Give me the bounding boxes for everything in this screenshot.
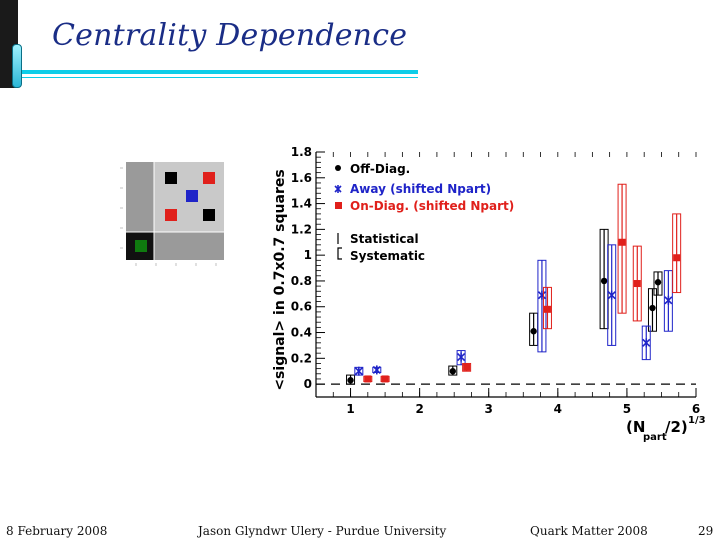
x-tick-label: 5 xyxy=(623,402,631,416)
legend-away: Away (shifted Npart) xyxy=(350,182,491,196)
y-tick-label: 0 xyxy=(304,377,312,391)
y-tick-label: 0.6 xyxy=(291,300,312,314)
title-underline-thin xyxy=(22,77,418,78)
svg-text:/2): /2) xyxy=(665,418,688,436)
title-underline xyxy=(22,70,418,74)
grid-square-on-diag-1 xyxy=(203,172,215,184)
y-tick-label: 0.2 xyxy=(291,351,312,365)
data-point-on-diag xyxy=(364,375,372,383)
legend-marker-away xyxy=(334,185,342,193)
x-tick-label: 3 xyxy=(485,402,493,416)
data-point-on-diag xyxy=(463,363,471,371)
y-axis-label: <signal> in 0.7x0.7 squares xyxy=(272,169,288,390)
data-point-on-diag xyxy=(673,254,681,262)
grid-square-off-diag-1 xyxy=(165,172,177,184)
legend-on-diag: On-Diag. (shifted Npart) xyxy=(350,199,514,213)
slide-title: Centrality Dependence xyxy=(52,18,408,53)
x-axis-label: (N part /2) 1/3 xyxy=(626,415,706,443)
svg-text:1/3: 1/3 xyxy=(688,415,706,426)
legend-systematic: Systematic xyxy=(350,249,425,263)
grid-square-off-diag-2 xyxy=(203,209,215,221)
data-point-on-diag xyxy=(543,305,551,313)
y-tick-label: 0.4 xyxy=(291,326,312,340)
chart-legend: Off-Diag. Away (shifted Npart) On-Diag. … xyxy=(334,162,514,263)
data-point-off-diag xyxy=(449,368,456,375)
y-tick-label: 1.4 xyxy=(291,197,312,211)
y-tick-label: 1.8 xyxy=(291,145,312,159)
grid-bottom-band xyxy=(154,232,224,260)
footer-author: Jason Glyndwr Ulery - Purdue University xyxy=(198,524,447,538)
chart-axes: 0 0.2 0.4 0.6 0.8 1 1.2 1.4 1.6 1.8 1 2 3 4 5 6 xyxy=(291,145,700,416)
y-tick-label: 0.8 xyxy=(291,274,312,288)
y-tick-label: 1 xyxy=(304,248,312,262)
x-tick-label: 4 xyxy=(554,402,562,416)
legend-marker-off-diag xyxy=(335,165,341,171)
grid-square-on-diag-2 xyxy=(165,209,177,221)
footer-page-number: 29 xyxy=(698,524,714,538)
data-point-away xyxy=(372,365,381,375)
grid-square-center xyxy=(186,190,198,202)
data-point-away xyxy=(607,290,616,300)
grid-left-band xyxy=(126,162,154,232)
data-point-off-diag xyxy=(654,279,662,286)
y-tick-label: 1.2 xyxy=(291,222,312,236)
corner-pill-decoration xyxy=(12,44,22,88)
x-tick-label: 1 xyxy=(346,402,354,416)
grid-tiny-ticks xyxy=(120,167,217,266)
legend-off-diag: Off-Diag. xyxy=(350,162,410,176)
data-point-away xyxy=(664,295,673,305)
data-point-on-diag xyxy=(381,375,389,383)
chart-marks xyxy=(346,183,682,385)
squares-grid-figure xyxy=(116,158,228,270)
data-point-away xyxy=(642,338,651,348)
x-tick-label: 6 xyxy=(692,402,700,416)
signal-centrality-chart: 0 0.2 0.4 0.6 0.8 1 1.2 1.4 1.6 1.8 1 2 3 4 5 6 Off-Dia… xyxy=(272,145,706,443)
data-point-off-diag xyxy=(649,304,656,312)
data-point-away xyxy=(537,290,546,300)
legend-marker-systematic xyxy=(337,247,342,260)
svg-text:part: part xyxy=(643,432,667,443)
data-point-away xyxy=(457,352,466,362)
legend-marker-on-diag xyxy=(335,202,342,209)
plot-area xyxy=(316,152,696,397)
svg-text:(N: (N xyxy=(626,418,645,436)
footer-conference: Quark Matter 2008 xyxy=(530,524,648,538)
legend-statistical: Statistical xyxy=(350,232,419,246)
data-point-on-diag xyxy=(618,238,626,246)
footer-date: 8 February 2008 xyxy=(6,524,108,538)
data-point-off-diag xyxy=(530,328,537,335)
x-tick-label: 2 xyxy=(415,402,423,416)
grid-square-trigger xyxy=(135,240,147,252)
data-point-off-diag xyxy=(600,277,608,285)
data-point-off-diag xyxy=(347,377,354,384)
data-point-away xyxy=(354,366,363,376)
y-tick-label: 1.6 xyxy=(291,171,312,185)
data-point-on-diag xyxy=(633,280,641,288)
